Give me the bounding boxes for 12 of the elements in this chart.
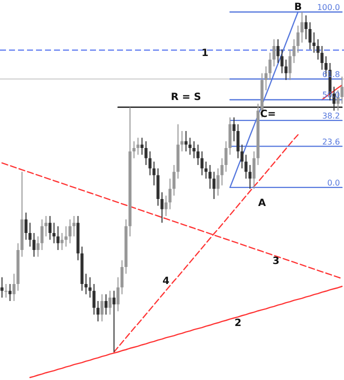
series-label: 0.0 <box>327 178 340 188</box>
annotation: B <box>294 2 302 13</box>
annotation: 4 <box>162 276 170 287</box>
annotation: C= <box>260 109 276 120</box>
series-label: 23.6 <box>322 137 340 146</box>
annotation: R = S <box>170 92 202 103</box>
annotation: 2 <box>234 318 242 329</box>
annotation: 1 <box>202 48 209 59</box>
annotation: A <box>258 198 266 209</box>
series-label: 100.0 <box>317 3 340 12</box>
annotation: 3 <box>272 256 280 267</box>
series-label: 38.2 <box>322 111 340 120</box>
